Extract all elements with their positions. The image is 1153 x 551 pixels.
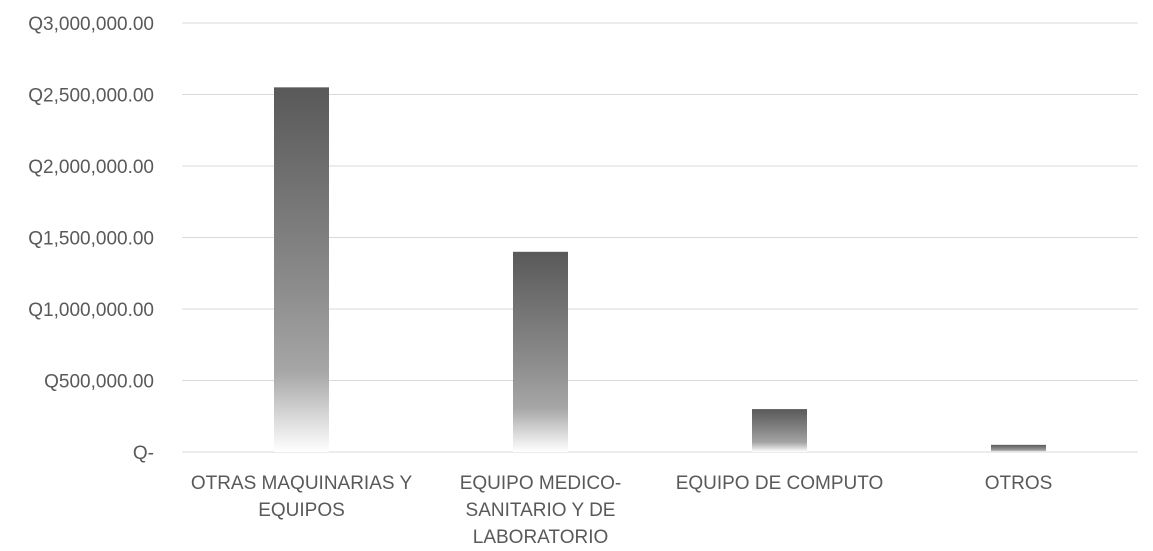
x-category-label: OTRAS MAQUINARIAS Y EQUIPOS (191, 473, 413, 521)
x-category-label-line: EQUIPO DE COMPUTO (676, 473, 884, 494)
y-tick-label: Q2,500,000.00 (28, 86, 154, 107)
x-category-label-line: EQUIPOS (258, 500, 345, 521)
bar (752, 409, 807, 452)
bar (274, 87, 329, 452)
x-axis-category-labels: OTRAS MAQUINARIAS Y EQUIPOS EQUIPO MEDICO-… (191, 473, 1052, 548)
x-category-label: OTROS (985, 473, 1053, 494)
y-tick-label: Q1,500,000.00 (28, 229, 154, 250)
x-category-label-line: OTRAS MAQUINARIAS Y (191, 473, 413, 494)
y-tick-label: Q3,000,000.00 (28, 14, 154, 35)
x-category-label-line: OTROS (985, 473, 1053, 494)
gridlines (182, 22, 1138, 453)
bars (274, 87, 1046, 452)
x-category-label: EQUIPO MEDICO- SANITARIO Y DE LABORATORIO (460, 473, 622, 548)
x-category-label-line: SANITARIO Y DE (466, 500, 616, 521)
y-axis-tick-labels: Q- Q500,000.00 Q1,000,000.00 Q1,500,000.00 Q… (28, 14, 154, 464)
y-tick-label: Q1,000,000.00 (28, 300, 154, 321)
bar (513, 251, 568, 452)
y-tick-label: Q500,000.00 (44, 372, 154, 393)
x-category-label-line: EQUIPO MEDICO- (460, 473, 622, 494)
x-category-label: EQUIPO DE COMPUTO (676, 473, 884, 494)
x-category-label-line: LABORATORIO (473, 527, 609, 548)
y-tick-label: Q2,000,000.00 (28, 157, 154, 178)
bar (991, 444, 1046, 452)
y-tick-label: Q- (133, 443, 154, 464)
